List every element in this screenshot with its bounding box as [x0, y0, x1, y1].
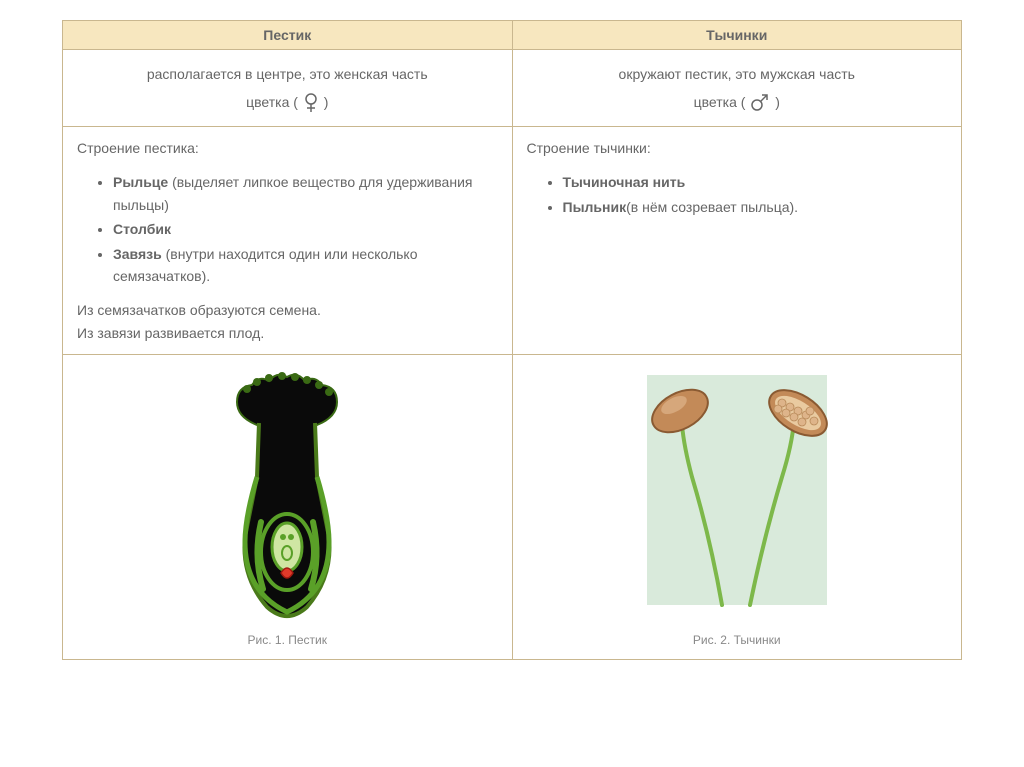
struct-pistil: Строение пестика: Рыльце (выделяет липко… — [63, 127, 513, 355]
header-pistil: Пестик — [63, 21, 513, 50]
list-item: Столбик — [113, 218, 498, 240]
item-bold: Пыльник — [563, 199, 627, 215]
item-bold: Столбик — [113, 221, 171, 237]
desc-pistil-line2a: цветка ( — [246, 94, 298, 110]
struct-pistil-footer2: Из завязи развивается плод. — [77, 322, 498, 344]
figure-stamen-cell: Рис. 2. Тычинки — [512, 355, 962, 660]
desc-stamen: окружают пестик, это мужская часть цветк… — [512, 50, 962, 127]
struct-pistil-footer1: Из семязачатков образуются семена. — [77, 299, 498, 321]
struct-stamen-list: Тычиночная нить Пыльник(в нём созревает … — [527, 171, 948, 218]
list-item: Завязь (внутри находится один или нескол… — [113, 243, 498, 288]
list-item: Тычиночная нить — [563, 171, 948, 193]
comparison-table: Пестик Тычинки располагается в центре, э… — [62, 20, 962, 660]
caption-stamen: Рис. 2. Тычинки — [525, 633, 950, 647]
caption-pistil: Рис. 1. Пестик — [75, 633, 500, 647]
struct-stamen-title: Строение тычинки: — [527, 137, 948, 159]
struct-pistil-title: Строение пестика: — [77, 137, 498, 159]
header-stamen: Тычинки — [512, 21, 962, 50]
desc-pistil-line1: располагается в центре, это женская част… — [147, 66, 428, 82]
pistil-illustration — [197, 367, 377, 627]
figure-pistil-cell: Рис. 1. Пестик — [63, 355, 513, 660]
item-rest: (в нём созревает пыльца). — [626, 199, 798, 215]
list-item: Пыльник(в нём созревает пыльца). — [563, 196, 948, 218]
struct-stamen: Строение тычинки: Тычиночная нить Пыльни… — [512, 127, 962, 355]
desc-stamen-line2a: цветка ( — [694, 94, 746, 110]
desc-pistil-line2b: ) — [324, 94, 329, 110]
desc-stamen-line2b: ) — [775, 94, 780, 110]
female-symbol-icon — [302, 92, 320, 114]
desc-stamen-line1: окружают пестик, это мужская часть — [619, 66, 855, 82]
item-bold: Завязь — [113, 246, 162, 262]
list-item: Рыльце (выделяет липкое вещество для уде… — [113, 171, 498, 216]
item-bold: Рыльце — [113, 174, 168, 190]
male-symbol-icon — [749, 94, 771, 112]
item-bold: Тычиночная нить — [563, 174, 686, 190]
struct-pistil-list: Рыльце (выделяет липкое вещество для уде… — [77, 171, 498, 287]
desc-pistil: располагается в центре, это женская част… — [63, 50, 513, 127]
stamen-illustration — [622, 367, 852, 627]
